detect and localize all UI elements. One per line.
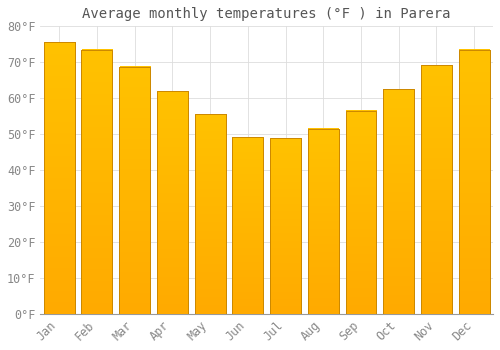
Bar <box>458 50 490 314</box>
Bar <box>308 129 338 314</box>
Bar <box>194 114 226 314</box>
Bar <box>119 66 150 314</box>
Bar <box>384 89 414 314</box>
Bar <box>346 111 376 314</box>
Bar <box>458 50 490 314</box>
Bar <box>232 137 264 314</box>
Bar <box>308 129 338 314</box>
Bar <box>44 42 74 314</box>
Bar <box>119 66 150 314</box>
Bar <box>232 137 264 314</box>
Bar <box>82 50 112 314</box>
Bar <box>44 42 74 314</box>
Bar <box>270 138 301 314</box>
Bar <box>194 114 226 314</box>
Bar <box>82 50 112 314</box>
Bar <box>421 65 452 314</box>
Title: Average monthly temperatures (°F ) in Parera: Average monthly temperatures (°F ) in Pa… <box>82 7 451 21</box>
Bar <box>421 65 452 314</box>
Bar <box>346 111 376 314</box>
Bar <box>157 91 188 314</box>
Bar <box>384 89 414 314</box>
Bar <box>157 91 188 314</box>
Bar <box>270 138 301 314</box>
